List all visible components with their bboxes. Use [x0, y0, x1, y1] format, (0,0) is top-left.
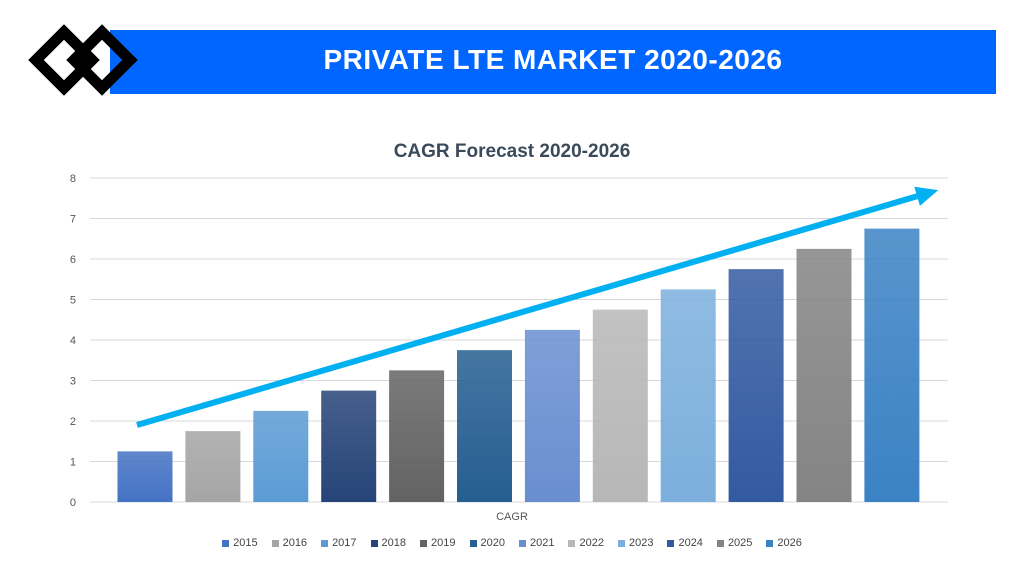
bars	[117, 228, 920, 502]
legend-label: 2020	[480, 537, 505, 549]
y-tick-label: 0	[70, 497, 76, 509]
bar-2025	[796, 248, 852, 502]
legend-label: 2016	[282, 537, 308, 549]
legend-swatch	[519, 539, 526, 547]
bar-2017	[253, 410, 309, 502]
trend-arrow	[136, 186, 939, 428]
page-title: PRIVATE LTE MARKET 2020-2026	[323, 44, 783, 75]
bar-2022	[592, 309, 648, 502]
y-tick-label: 4	[70, 335, 76, 347]
y-tick-label: 6	[70, 254, 76, 266]
legend-label: 2015	[233, 537, 258, 549]
trend-arrow-shaft	[136, 193, 918, 428]
y-tick-label: 3	[70, 376, 76, 388]
header-banner: PRIVATE LTE MARKET 2020-2026	[110, 30, 996, 94]
bar-2023	[660, 289, 716, 502]
legend-item: 2017	[321, 537, 357, 549]
legend-item: 2020	[469, 537, 505, 549]
legend-swatch	[617, 539, 625, 547]
legend-item: 2021	[519, 537, 554, 549]
legend-item: 2023	[617, 537, 654, 549]
legend-label: 2024	[678, 537, 703, 549]
legend-swatch	[766, 539, 774, 547]
trend-arrow-head	[914, 186, 939, 206]
legend-swatch	[271, 539, 279, 547]
legend-swatch	[222, 539, 230, 547]
bar-2016	[185, 431, 241, 502]
legend-item: 2018	[370, 537, 407, 549]
bar-2021	[524, 329, 580, 502]
y-tick-label: 1	[70, 457, 76, 469]
legend-swatch	[568, 539, 576, 547]
y-tick-label: 2	[70, 416, 76, 428]
legend-label: 2022	[579, 537, 604, 549]
bar-2015	[117, 451, 173, 502]
legend-swatch	[370, 539, 378, 547]
legend-item: 2015	[222, 537, 258, 549]
legend-swatch	[469, 539, 477, 547]
legend-item: 2025	[716, 537, 753, 549]
y-tick-label: 8	[70, 173, 76, 185]
x-axis-label: CAGR	[496, 511, 528, 523]
y-axis-ticks: 0 1 2 3 4 5 6 7 8	[70, 173, 76, 509]
legend-label: 2026	[777, 537, 802, 549]
brand-logo	[28, 24, 138, 96]
legend-swatch	[667, 539, 675, 547]
bar-2026	[864, 228, 920, 502]
legend-label: 2017	[332, 537, 357, 549]
legend-label: 2018	[381, 537, 407, 549]
bar-2018	[321, 390, 377, 502]
legend-item: 2022	[568, 537, 604, 549]
bar-2024	[728, 269, 784, 502]
legend-item: 2019	[420, 537, 456, 549]
legend-item: 2026	[766, 537, 802, 549]
legend-item: 2016	[271, 537, 308, 549]
legend-swatch	[321, 539, 329, 547]
legend-label: 2021	[530, 537, 555, 549]
legend-swatch	[420, 539, 428, 547]
legend-swatch	[716, 539, 724, 547]
legend-item: 2024	[667, 537, 703, 549]
bar-2020	[457, 350, 512, 502]
legend-label: 2025	[727, 537, 753, 549]
bar-2019	[389, 370, 445, 502]
legend-label: 2023	[628, 537, 654, 549]
legend-label: 2019	[431, 537, 456, 549]
y-tick-label: 5	[70, 295, 76, 307]
chart-title: CAGR Forecast 2020-2026	[393, 141, 631, 162]
y-tick-label: 7	[70, 214, 76, 226]
chart-legend: 2015 2016 2017 2018 2019 2020 2021 2022 2023 2024…	[0, 537, 1024, 549]
